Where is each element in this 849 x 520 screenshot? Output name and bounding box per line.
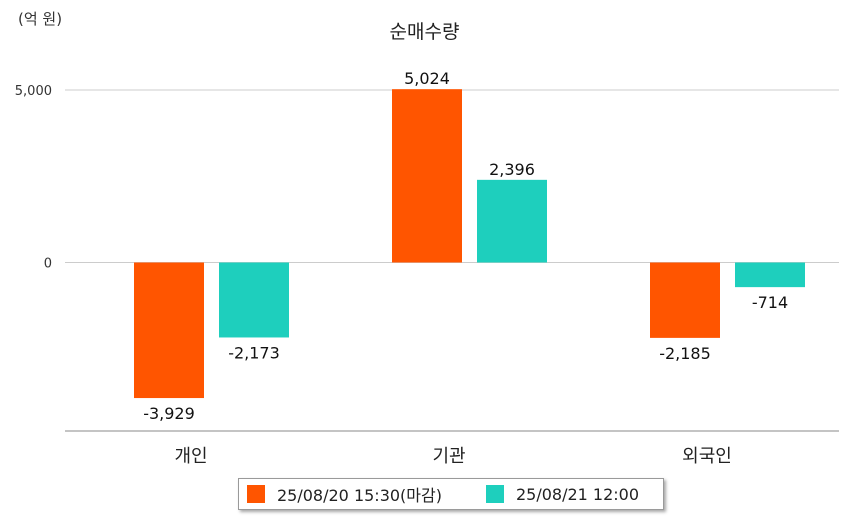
data-label-2-2: 2,396 [489,160,535,179]
legend-item-series-2[interactable]: 25/08/21 12:00 [485,484,640,504]
bar-1-2[interactable] [392,89,462,263]
y-tick-label: 5,000 [15,84,52,99]
y-tick-label: 0 [44,257,52,272]
bar-1-3[interactable] [650,262,720,338]
legend-label-series-2: 25/08/21 12:00 [515,484,640,504]
bars [134,89,805,399]
y-axis-unit-label: (억 원) [18,10,63,28]
bar-2-2[interactable] [477,179,547,263]
x-category-label: 기관 [432,446,465,467]
chart-title: 순매수량 [389,21,460,43]
x-category-label: 개인 [174,446,207,467]
legend-swatch-series-2 [485,485,504,503]
data-label-1-2: 5,024 [404,69,450,88]
x-category-label: 외국인 [682,446,732,467]
data-label-2-3: -714 [752,293,788,312]
bar-2-3[interactable] [735,262,805,288]
y-axis-ticks: 0 5,000 [15,84,52,272]
data-label-2-1: -2,173 [228,343,280,362]
data-label-1-3: -2,185 [659,344,711,363]
legend-swatch-series-1 [247,485,265,503]
chart-legend: 25/08/20 15:30(마감) 25/08/21 12:00 [238,478,664,510]
bar-1-1[interactable] [134,262,204,399]
legend-item-series-1[interactable]: 25/08/20 15:30(마감) [247,482,442,506]
legend-label-series-1: 25/08/20 15:30(마감) [277,486,442,505]
data-label-1-1: -3,929 [143,404,195,423]
x-axis-categories: 개인 기관 외국인 [174,446,731,467]
bar-chart: 05,000 -3,929-2,1735,0242,396-2,185-714 … [15,69,839,467]
bar-2-1[interactable] [219,262,289,338]
data-labels: -3,929 -2,173 5,024 2,396 -2,185 -714 [143,69,788,423]
